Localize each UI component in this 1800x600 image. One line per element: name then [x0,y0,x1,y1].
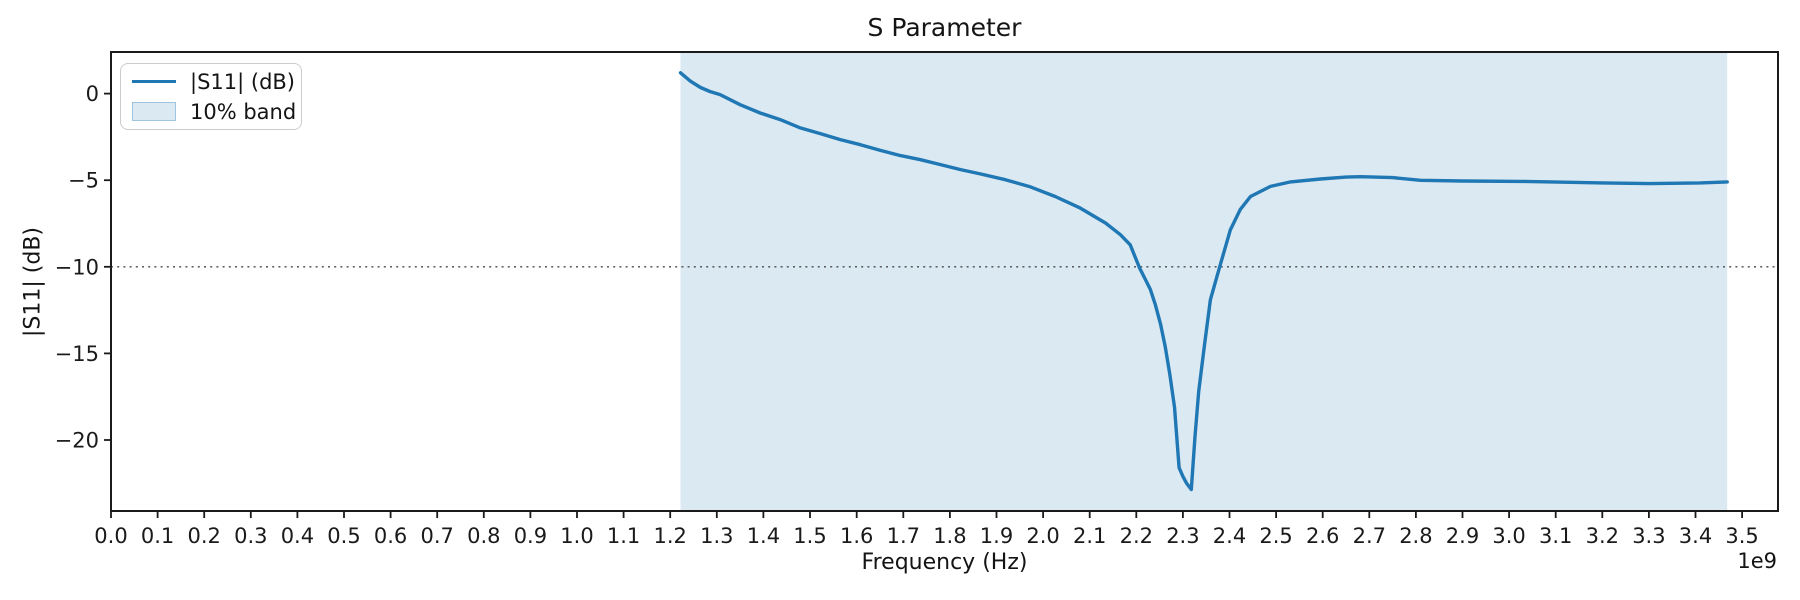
legend-row-band: 10% band [121,97,301,127]
y-axis-label: |S11| (dB) [20,227,46,337]
x-tick-label: 2.0 [1026,524,1059,548]
x-tick-label: 1.2 [653,524,686,548]
x-tick-label: 0.6 [374,524,407,548]
legend-label-s11: |S11| (dB) [190,69,295,94]
x-tick-label: 3.0 [1492,524,1525,548]
plot-frame [110,51,1779,512]
x-tick-label: 0.7 [420,524,453,548]
x-axis-label: Frequency (Hz) [861,550,1028,575]
y-tick-label: −20 [55,429,99,453]
band-region [680,52,1728,511]
x-tick-label: 0.8 [467,524,500,548]
legend-label-band: 10% band [190,99,297,124]
x-tick-label: 1.4 [747,524,780,548]
x-tick-label: 3.1 [1539,524,1572,548]
legend-row-s11: |S11| (dB) [121,67,301,97]
y-tick-label: −10 [55,255,99,279]
y-tick-label: −15 [55,342,99,366]
x-tick-label: 1.6 [840,524,873,548]
x-tick-label: 3.5 [1725,524,1758,548]
s11-curve [678,71,1729,492]
x-tick-label: 2.3 [1166,524,1199,548]
x-axis-offset-label: 1e9 [1737,549,1777,573]
x-tick-label: 1.5 [793,524,826,548]
band-patch-swatch [132,102,176,121]
x-tick-label: 0.2 [187,524,220,548]
x-tick-label: 1.7 [887,524,920,548]
y-tick-label: −5 [68,169,99,193]
x-tick-label: 3.2 [1586,524,1619,548]
x-tick-label: 0.3 [234,524,267,548]
x-tick-label: 1.9 [980,524,1013,548]
x-tick-label: 3.3 [1632,524,1665,548]
y-ticks: 0 −5 −10 −15 −20 [55,82,111,453]
s11-line-swatch [132,79,176,84]
x-tick-label: 1.0 [560,524,593,548]
x-tick-label: 1.8 [933,524,966,548]
chart-title: S Parameter [867,13,1022,42]
x-tick-label: 0.5 [327,524,360,548]
legend: |S11| (dB) 10% band [120,63,302,130]
legend-patch-swatch-wrap [132,102,176,121]
x-tick-label: 2.6 [1306,524,1339,548]
x-tick-label: 0.0 [94,524,127,548]
x-tick-label: 1.1 [607,524,640,548]
x-tick-label: 0.1 [141,524,174,548]
x-tick-label: 2.1 [1073,524,1106,548]
x-tick-label: 0.4 [281,524,314,548]
x-tick-label: 2.2 [1120,524,1153,548]
x-tick-label: 2.5 [1259,524,1292,548]
x-tick-label: 3.4 [1679,524,1712,548]
y-tick-label: 0 [86,82,99,106]
x-tick-label: 1.3 [700,524,733,548]
legend-line-swatch-wrap [132,79,176,84]
x-tick-label: 0.9 [514,524,547,548]
x-tick-label: 2.4 [1213,524,1246,548]
x-tick-label: 2.9 [1446,524,1479,548]
x-tick-label: 2.8 [1399,524,1432,548]
x-ticks: 0.0 0.1 0.2 0.3 0.4 0.5 0.6 0.7 0.8 0.9 1.0 1.1 1.2 1… [94,511,1759,548]
x-tick-label: 2.7 [1353,524,1386,548]
